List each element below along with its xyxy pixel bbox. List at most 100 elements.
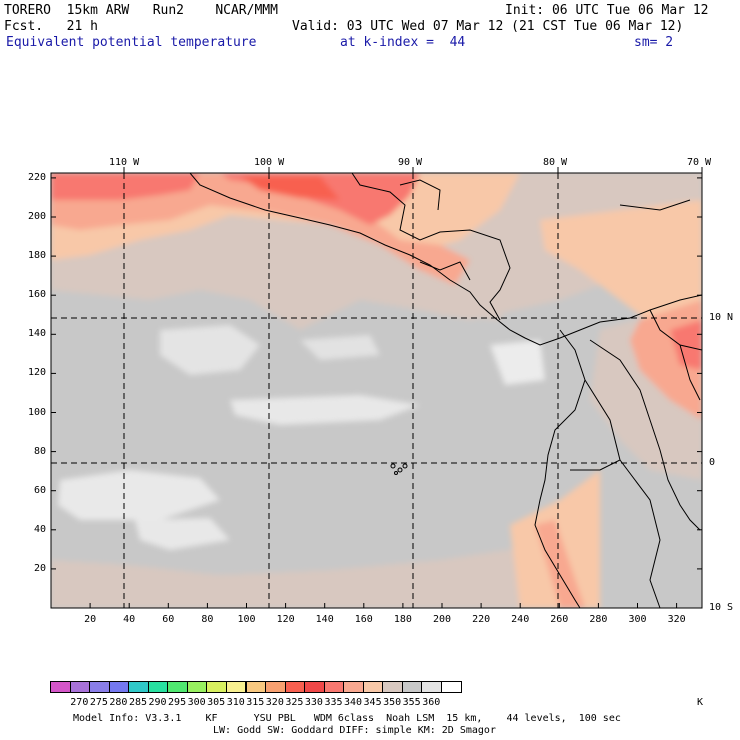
- colorbar-label: 325: [285, 697, 304, 708]
- caribbean-coast: [351, 173, 511, 321]
- colorbar-swatch: [401, 681, 423, 693]
- physics-info: LW: Godd SW: Goddard DIFF: simple KM: 2D…: [213, 725, 496, 736]
- x-label: 100: [237, 614, 256, 625]
- lat-label: 10 N: [709, 312, 734, 323]
- field-360-b: [160, 325, 260, 375]
- colorbar-swatch: [206, 681, 227, 693]
- field-name: Equivalent potential temperature: [6, 35, 257, 50]
- colorbar-swatch: [343, 681, 364, 693]
- valid-time: Valid: 03 UTC Wed 07 Mar 12 (21 CST Tue …: [292, 19, 684, 34]
- field-345-east: [540, 200, 702, 330]
- colorbar-label: 350: [383, 697, 402, 708]
- colorbar-label: 340: [343, 697, 363, 708]
- colorbar-swatch: [69, 681, 91, 693]
- field-350-south: [51, 548, 540, 608]
- andes-border: [589, 339, 701, 531]
- lon-label: 90 W: [398, 157, 423, 168]
- init-time: Init: 06 UTC Tue 06 Mar 12: [505, 3, 709, 18]
- colorbar-label: 280: [109, 697, 128, 708]
- lon-label: 70 W: [687, 157, 712, 168]
- colorbar-label: 345: [363, 697, 382, 708]
- field-360-f: [135, 518, 230, 550]
- colorbar-swatch: [50, 681, 71, 693]
- venezuela-coast: [629, 294, 702, 319]
- colorbar-label: 330: [304, 697, 323, 708]
- galapagos-1: [390, 463, 396, 469]
- colorbar-swatch: [186, 681, 208, 693]
- x-label: 120: [276, 614, 295, 625]
- colorbar-swatch: [284, 681, 306, 693]
- colorbar-label: 320: [265, 697, 284, 708]
- x-label: 140: [315, 614, 334, 625]
- x-label: 220: [472, 614, 491, 625]
- field-335-east: [670, 320, 702, 370]
- smoothing-label: sm= 2: [634, 35, 674, 50]
- x-label: 320: [667, 614, 686, 625]
- colorbar-swatch: [89, 681, 110, 693]
- y-label: 60: [33, 484, 46, 496]
- coastlines: [189, 173, 702, 608]
- colorbar-swatch: [167, 681, 188, 693]
- forecast-hour: Fcst. 21 h: [4, 19, 98, 34]
- colorbar-label: 310: [226, 697, 245, 708]
- map-frame: [50, 172, 703, 609]
- y-label: 140: [27, 328, 46, 340]
- field-340-andes: [535, 520, 585, 608]
- y-label: 40: [33, 523, 46, 535]
- model-title: TORERO 15km ARW Run2 NCAR/MMM: [4, 3, 278, 18]
- colorbar-swatch: [128, 681, 149, 693]
- x-label: 200: [432, 614, 452, 625]
- country-borders-2: [619, 459, 661, 608]
- colorbar-swatch: [304, 681, 325, 693]
- colorbar-label: 305: [207, 697, 226, 708]
- colorbar-unit: K: [697, 697, 704, 708]
- field-340-north: [51, 173, 470, 285]
- x-label: 80: [201, 614, 214, 625]
- lat-label: 10 S: [709, 602, 734, 613]
- y-label: 120: [27, 367, 46, 379]
- colorbar-swatch: [362, 681, 384, 693]
- colorbar-label: 335: [324, 697, 343, 708]
- y-label: 200: [27, 211, 46, 222]
- colorbar-swatch: [265, 681, 286, 693]
- east-borders: [679, 344, 701, 401]
- mexico-central-america-coast: [189, 173, 631, 346]
- tick-marks: [51, 167, 703, 608]
- lon-label: 110 W: [109, 157, 140, 168]
- y-label: 180: [27, 250, 46, 262]
- x-label: 20: [84, 614, 97, 625]
- field-360-e: [300, 335, 380, 360]
- yucatan: [399, 179, 441, 211]
- colorbar-swatch: [225, 681, 247, 693]
- lat-label: 0: [709, 457, 716, 468]
- colorbar-label: 270: [70, 697, 89, 708]
- colorbar-label: 275: [89, 697, 108, 708]
- field-360-c: [230, 395, 420, 425]
- colorbar-swatch: [421, 681, 442, 693]
- lon-label: 80 W: [543, 157, 568, 168]
- y-label: 220: [27, 171, 46, 183]
- x-label: 60: [162, 614, 175, 625]
- galapagos-4: [394, 471, 398, 475]
- x-label: 180: [393, 614, 412, 625]
- x-label: 40: [123, 614, 136, 625]
- colorbar-swatch: [245, 681, 267, 693]
- field-360-d: [490, 340, 545, 385]
- y-label: 80: [33, 445, 46, 457]
- colorbar-label: 360: [422, 697, 441, 708]
- x-label: 260: [550, 614, 569, 625]
- theta-e-field: [51, 173, 702, 608]
- colorbar-label: 290: [148, 697, 167, 708]
- caribbean-islands: [619, 199, 691, 211]
- level-index: at k-index = 44: [340, 35, 466, 50]
- x-label: 300: [628, 614, 647, 625]
- y-label: 100: [27, 406, 46, 418]
- lon-label: 100 W: [254, 157, 285, 168]
- venezuela-border: [649, 309, 702, 351]
- colorbar-swatch: [382, 681, 403, 693]
- colorbar-swatch: [147, 681, 169, 693]
- graticule: [51, 173, 702, 608]
- colorbar-swatch: [108, 681, 130, 693]
- field-335-northwest: [51, 173, 200, 200]
